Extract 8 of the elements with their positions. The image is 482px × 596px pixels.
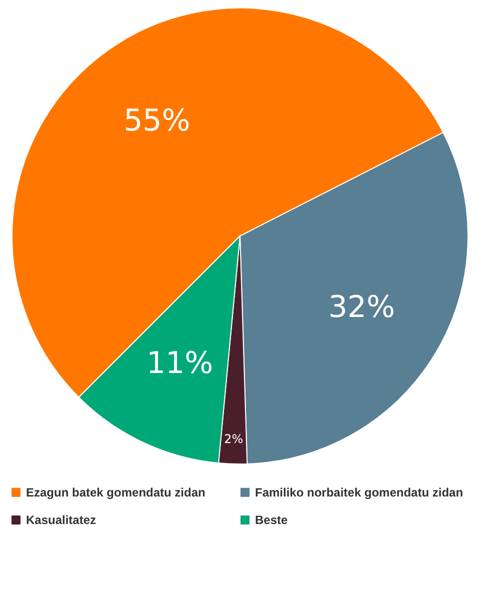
data-label: 11% — [146, 346, 214, 381]
data-label: 2% — [224, 432, 244, 446]
legend-label: Familiko norbaitek gomendatu zidan — [255, 485, 464, 500]
data-label: 55% — [124, 104, 190, 139]
legend-label: Ezagun batek gomendatu zidan — [26, 485, 206, 500]
legend-label: Beste — [255, 513, 288, 527]
data-label: 32% — [328, 290, 396, 325]
legend-label: Kasualitatez — [26, 513, 96, 527]
